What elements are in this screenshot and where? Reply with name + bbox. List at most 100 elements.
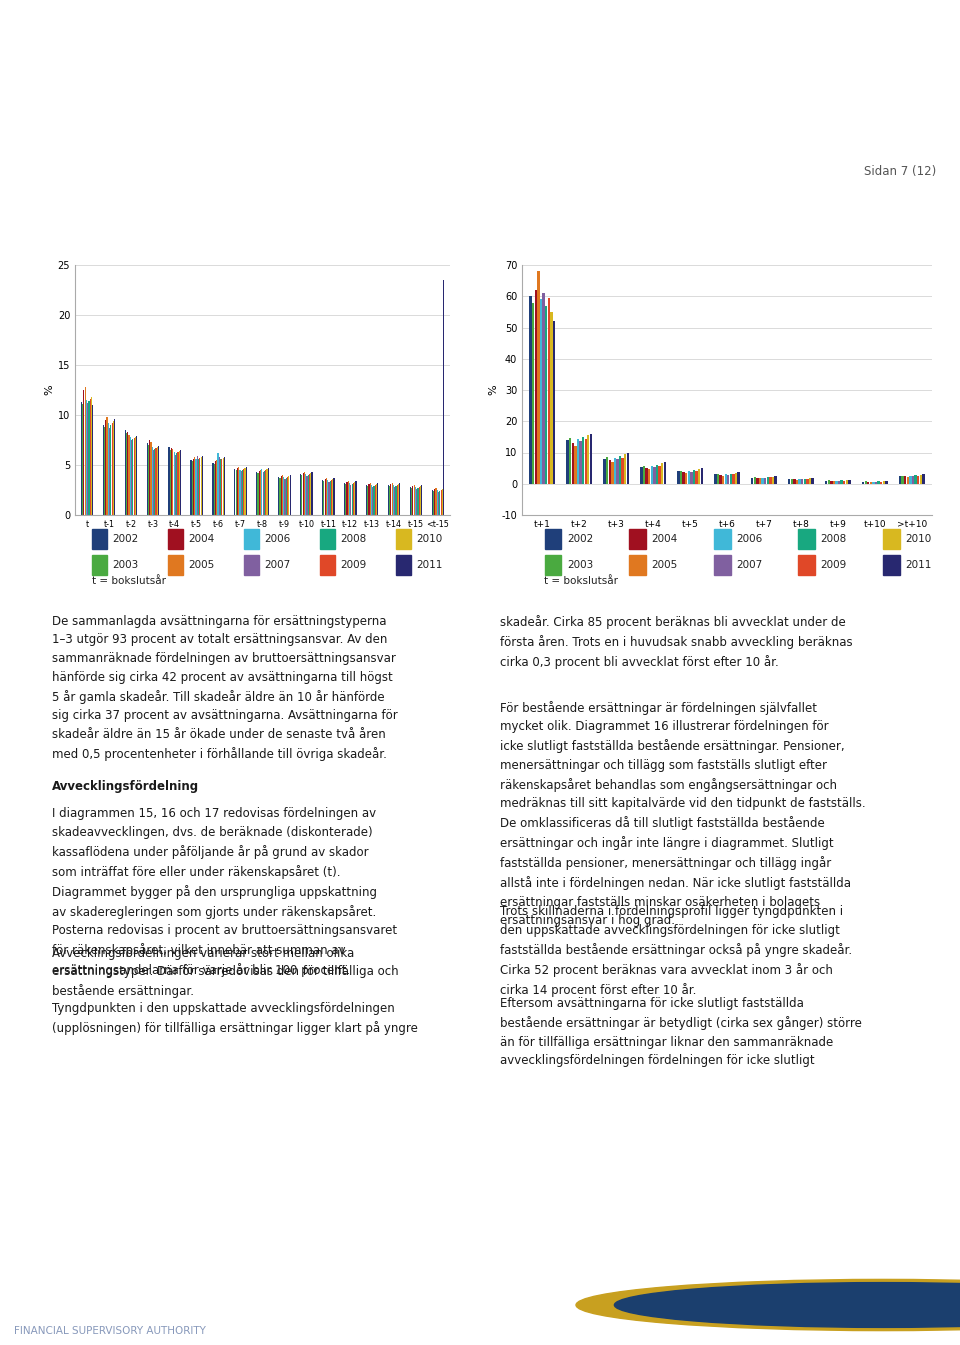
Bar — [553, 321, 555, 484]
Bar — [713, 554, 731, 576]
Bar — [84, 387, 85, 515]
Bar — [136, 436, 137, 515]
Bar — [772, 476, 774, 484]
Text: Sidan 7 (12): Sidan 7 (12) — [864, 164, 936, 178]
Bar — [279, 477, 280, 515]
Bar — [350, 486, 351, 515]
Bar — [532, 303, 535, 484]
Bar — [388, 486, 389, 515]
Bar — [613, 459, 616, 484]
Bar — [838, 482, 840, 484]
Bar — [843, 480, 846, 484]
Y-axis label: %: % — [489, 385, 498, 395]
Bar — [176, 453, 178, 515]
Bar — [220, 459, 221, 515]
Bar — [85, 399, 87, 515]
Bar — [798, 529, 815, 549]
Bar — [373, 486, 374, 515]
Bar — [604, 459, 606, 484]
Bar — [437, 490, 438, 515]
Bar — [325, 477, 327, 515]
Bar — [791, 479, 793, 484]
Bar — [609, 460, 611, 484]
Text: skadeår: skadeår — [62, 217, 122, 230]
Bar — [305, 473, 306, 515]
Bar — [663, 461, 666, 484]
Bar — [344, 483, 345, 515]
Bar — [104, 426, 106, 515]
Bar — [775, 476, 777, 484]
Bar — [223, 459, 224, 515]
Bar — [262, 472, 264, 515]
Bar — [621, 457, 624, 484]
Bar — [693, 471, 695, 484]
Text: 2006: 2006 — [736, 534, 762, 543]
Bar — [808, 479, 811, 484]
Bar — [131, 440, 132, 515]
Bar — [544, 529, 562, 549]
Bar — [727, 475, 730, 484]
Bar — [432, 490, 433, 515]
Text: De sammanlagda avsättningarna för ersättningstyperna
1–3 utgör 93 procent av tot: De sammanlagda avsättningarna för ersätt… — [52, 615, 397, 760]
Bar — [261, 469, 262, 515]
Bar — [877, 482, 879, 484]
Text: 2005: 2005 — [651, 560, 678, 570]
Bar — [875, 482, 877, 484]
Bar — [811, 477, 814, 484]
Bar — [180, 451, 181, 515]
Bar — [235, 469, 237, 515]
Bar — [331, 480, 332, 515]
Bar — [389, 486, 390, 515]
Bar — [301, 475, 302, 515]
Bar — [175, 455, 176, 515]
Bar — [243, 469, 245, 515]
Bar — [286, 477, 287, 515]
Bar — [300, 473, 301, 515]
Bar — [306, 476, 307, 515]
Bar — [198, 459, 200, 515]
Bar — [372, 487, 373, 515]
Bar — [174, 452, 175, 515]
Bar — [257, 473, 258, 515]
Bar — [367, 486, 369, 515]
Text: 2010: 2010 — [416, 534, 443, 543]
Text: FINANSINSPEKTIONEN: FINANSINSPEKTIONEN — [14, 1302, 181, 1315]
Bar — [415, 487, 416, 515]
Bar — [132, 438, 133, 515]
Bar — [347, 482, 348, 515]
Bar — [234, 469, 235, 515]
Bar — [239, 469, 241, 515]
Bar — [374, 486, 376, 515]
Bar — [399, 483, 400, 515]
Bar — [801, 479, 804, 484]
Bar — [371, 486, 372, 515]
Bar — [806, 479, 808, 484]
Bar — [882, 529, 900, 549]
Bar — [912, 476, 914, 484]
Bar — [168, 529, 183, 549]
Bar — [153, 451, 154, 515]
Bar — [172, 449, 174, 515]
Bar — [87, 404, 88, 515]
Bar — [266, 469, 268, 515]
Bar — [416, 490, 418, 515]
Bar — [687, 471, 690, 484]
Bar — [914, 475, 917, 484]
Bar — [238, 467, 239, 515]
Bar — [310, 473, 311, 515]
Bar — [713, 529, 731, 549]
Bar — [282, 475, 283, 515]
Bar — [156, 447, 157, 515]
Bar — [899, 476, 901, 484]
Text: 2007: 2007 — [736, 560, 762, 570]
Bar — [865, 482, 867, 484]
Bar — [147, 443, 148, 515]
Text: Undersökning av lönsamheten inom lagstadgad: Undersökning av lönsamheten inom lagstad… — [21, 34, 806, 62]
Bar — [441, 490, 442, 515]
Bar — [885, 480, 888, 484]
Bar — [278, 477, 279, 515]
Bar — [149, 440, 151, 515]
Text: t = bokslutsår: t = bokslutsår — [92, 577, 166, 586]
Bar — [737, 472, 740, 484]
Bar — [329, 482, 331, 515]
